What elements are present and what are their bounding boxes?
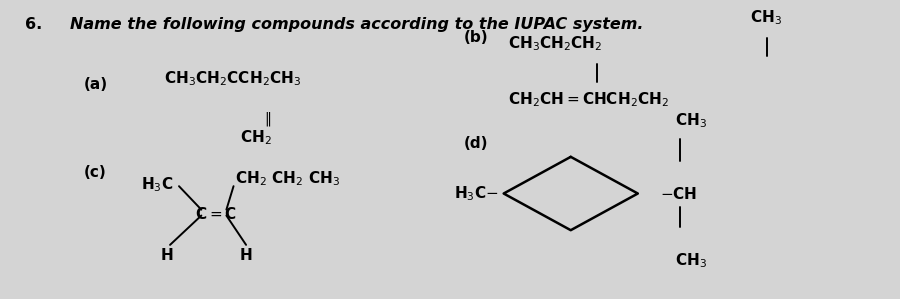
Text: $\|$: $\|$ — [264, 110, 271, 128]
Text: CH$_3$: CH$_3$ — [675, 111, 707, 129]
Text: 6.: 6. — [25, 17, 42, 33]
Text: C$=$C: C$=$C — [195, 206, 238, 222]
Text: (b): (b) — [464, 30, 488, 45]
Text: H: H — [239, 248, 253, 263]
Text: H$_3$C$-$: H$_3$C$-$ — [454, 184, 499, 203]
Text: H: H — [161, 248, 174, 263]
Text: (c): (c) — [84, 165, 106, 181]
Text: (a): (a) — [84, 77, 107, 92]
Text: CH$_3$: CH$_3$ — [750, 8, 781, 27]
Text: CH$_3$: CH$_3$ — [675, 252, 707, 270]
Text: Name the following compounds according to the IUPAC system.: Name the following compounds according t… — [70, 17, 644, 33]
Text: CH$_3$CH$_2$CCH$_2$CH$_3$: CH$_3$CH$_2$CCH$_2$CH$_3$ — [164, 70, 301, 89]
Text: CH$_2$CH$=$CHCH$_2$CH$_2$: CH$_2$CH$=$CHCH$_2$CH$_2$ — [508, 90, 670, 109]
Text: (d): (d) — [464, 136, 488, 151]
Text: CH$_2$ CH$_2$ CH$_3$: CH$_2$ CH$_2$ CH$_3$ — [235, 170, 340, 188]
Text: $-$CH: $-$CH — [661, 185, 698, 202]
Text: CH$_3$CH$_2$CH$_2$: CH$_3$CH$_2$CH$_2$ — [508, 34, 603, 53]
Text: CH$_2$: CH$_2$ — [239, 128, 272, 147]
Text: H$_3$C: H$_3$C — [141, 175, 174, 194]
